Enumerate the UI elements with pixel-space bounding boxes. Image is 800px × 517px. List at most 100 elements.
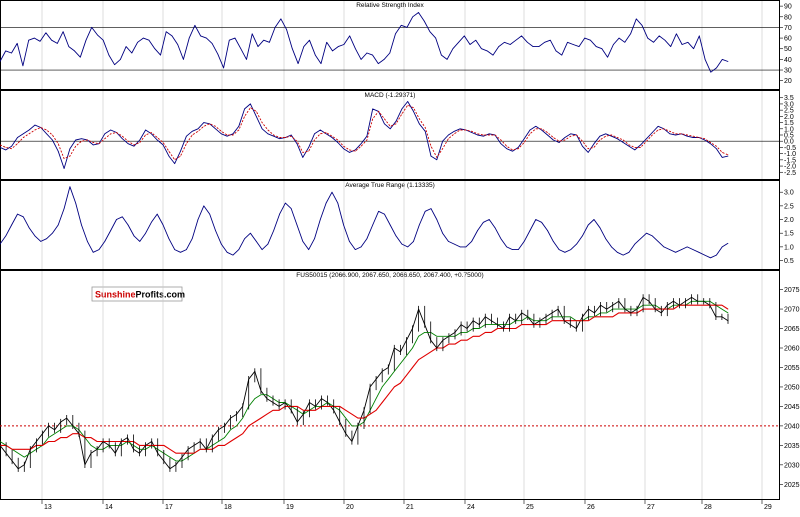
price-panel-title: FUS50015 (2066.900, 2067.650, 2066.650, …: [296, 272, 483, 279]
macd-series-1-point: [297, 141, 298, 142]
macd-series-0-point: [52, 140, 53, 141]
macd-series-1-point: [629, 145, 630, 146]
atr-series-0-point: [233, 255, 234, 256]
price-series-1-point: [254, 398, 255, 399]
rsi-series-0-point: [223, 68, 224, 69]
rsi-series-0-point: [418, 12, 419, 13]
atr-series-0-point: [495, 227, 496, 228]
macd-series-0-point: [658, 126, 659, 127]
macd-series-1-point: [436, 157, 437, 158]
price-ytick-label-1: 2070: [784, 307, 800, 314]
rsi-series-0-point: [619, 38, 620, 39]
rsi-series-0-point: [200, 36, 201, 37]
macd-series-1-point: [122, 136, 123, 137]
macd-series-0-point: [157, 140, 158, 141]
price-series-2-point: [388, 394, 389, 395]
rsi-series-0-point: [349, 36, 350, 37]
atr-series-0-point: [355, 249, 356, 250]
macd-series-0-point: [431, 156, 432, 157]
price-series-1-point: [388, 379, 389, 380]
price-series-2-point: [230, 441, 231, 442]
macd-series-0-point: [151, 133, 152, 134]
macd-series-1-point: [402, 114, 403, 115]
atr-series-0-point: [23, 216, 24, 217]
rsi-series-0-point: [624, 42, 625, 43]
price-series-2-point: [552, 320, 553, 321]
atr-series-0-point: [553, 241, 554, 242]
rsi-series-0-point: [653, 42, 654, 43]
macd-series-1-point: [250, 107, 251, 108]
macd-series-1-point: [664, 128, 665, 129]
atr-series-0-point: [681, 249, 682, 250]
price-series-1-point: [48, 437, 49, 438]
macd-series-1-point: [693, 136, 694, 137]
atr-series-0-point: [576, 244, 577, 245]
macd-series-0-point: [640, 145, 641, 146]
macd-series-0-point: [518, 147, 519, 148]
macd-series-0-point: [512, 151, 513, 152]
macd-series-0-point: [669, 133, 670, 134]
price-series-2-point: [703, 305, 704, 306]
rsi-series-0-point: [212, 43, 213, 44]
price-series-1-point: [242, 418, 243, 419]
rsi-series-0-point: [412, 16, 413, 17]
macd-series-0-point: [728, 156, 729, 157]
macd-series-0-point: [134, 146, 135, 147]
macd-series-1-point: [169, 151, 170, 152]
atr-series-0-point: [582, 236, 583, 237]
macd-series-1-point: [332, 136, 333, 137]
macd-series-1-point: [501, 140, 502, 141]
rsi-series-0-point: [34, 38, 35, 39]
price-series-2-point: [546, 324, 547, 325]
rsi-series-0-point: [705, 59, 706, 60]
macd-series-1-point: [151, 132, 152, 133]
macd-series-1-point: [576, 135, 577, 136]
atr-series-0-point: [710, 257, 711, 258]
price-series-1-point: [606, 313, 607, 314]
rsi-series-0-point: [263, 40, 264, 41]
macd-series-1-point: [87, 140, 88, 141]
macd-series-0-point: [611, 136, 612, 137]
rsi-series-0-point: [430, 31, 431, 32]
price-series-2-point: [279, 410, 280, 411]
atr-ytick-label-1: 2.5: [784, 203, 794, 210]
price-series-2-point: [491, 332, 492, 333]
macd-series-0-point: [128, 143, 129, 144]
macd-series-0-point: [23, 133, 24, 134]
rsi-series-0-point: [5, 51, 6, 52]
rsi-series-0-point: [642, 25, 643, 26]
macd-series-1-point: [646, 141, 647, 142]
price-series-2-point: [412, 367, 413, 368]
atr-series-0-point: [378, 211, 379, 212]
price-series-2-point: [722, 305, 723, 306]
atr-series-0-point: [134, 236, 135, 237]
atr-series-0-point: [594, 219, 595, 220]
rsi-series-0-point: [154, 48, 155, 49]
macd-series-1-point: [390, 126, 391, 127]
atr-series-0-point: [425, 211, 426, 212]
rsi-series-0-point: [332, 51, 333, 52]
price-series-2-point: [728, 309, 729, 310]
macd-series-0-point: [5, 150, 6, 151]
logo-part-profits: Profits.com: [136, 290, 186, 300]
macd-series-1-point: [128, 141, 129, 142]
macd-series-1-point: [384, 118, 385, 119]
macd-ytick-label-12: -2.5: [784, 170, 796, 177]
macd-series-1-point: [623, 140, 624, 141]
macd-series-0-point: [594, 143, 595, 144]
rsi-series-0-point: [693, 48, 694, 49]
macd-series-0-point: [233, 133, 234, 134]
atr-series-0-point: [343, 225, 344, 226]
atr-series-0-point: [302, 241, 303, 242]
price-series-1-point: [722, 309, 723, 310]
atr-series-0-point: [716, 255, 717, 256]
macd-series-1-point: [448, 138, 449, 139]
atr-series-0-point: [17, 214, 18, 215]
macd-series-1-point: [570, 136, 571, 137]
macd-series-1-point: [634, 147, 635, 148]
macd-series-0-point: [46, 133, 47, 134]
atr-series-0-point: [279, 214, 280, 215]
rsi-series-0-point: [561, 55, 562, 56]
rsi-series-0-point: [189, 38, 190, 39]
